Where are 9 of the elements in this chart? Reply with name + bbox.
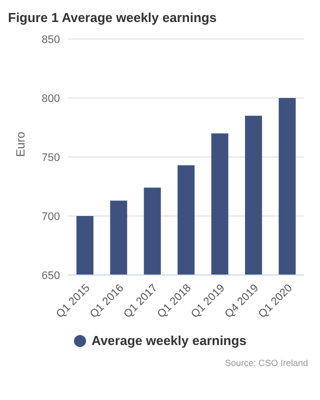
y-tick-label: 850 xyxy=(42,34,60,46)
y-tick-label: 750 xyxy=(42,152,60,164)
source-note: Source: CSO Ireland xyxy=(224,358,309,368)
y-tick-label: 800 xyxy=(42,92,60,105)
chart-title: Figure 1 Average weekly earnings xyxy=(8,9,218,25)
y-axis-title: Euro xyxy=(13,131,28,157)
y-tick-label: 650 xyxy=(42,270,60,282)
legend-label: Average weekly earnings xyxy=(92,333,246,348)
y-tick-label: 700 xyxy=(42,210,60,223)
